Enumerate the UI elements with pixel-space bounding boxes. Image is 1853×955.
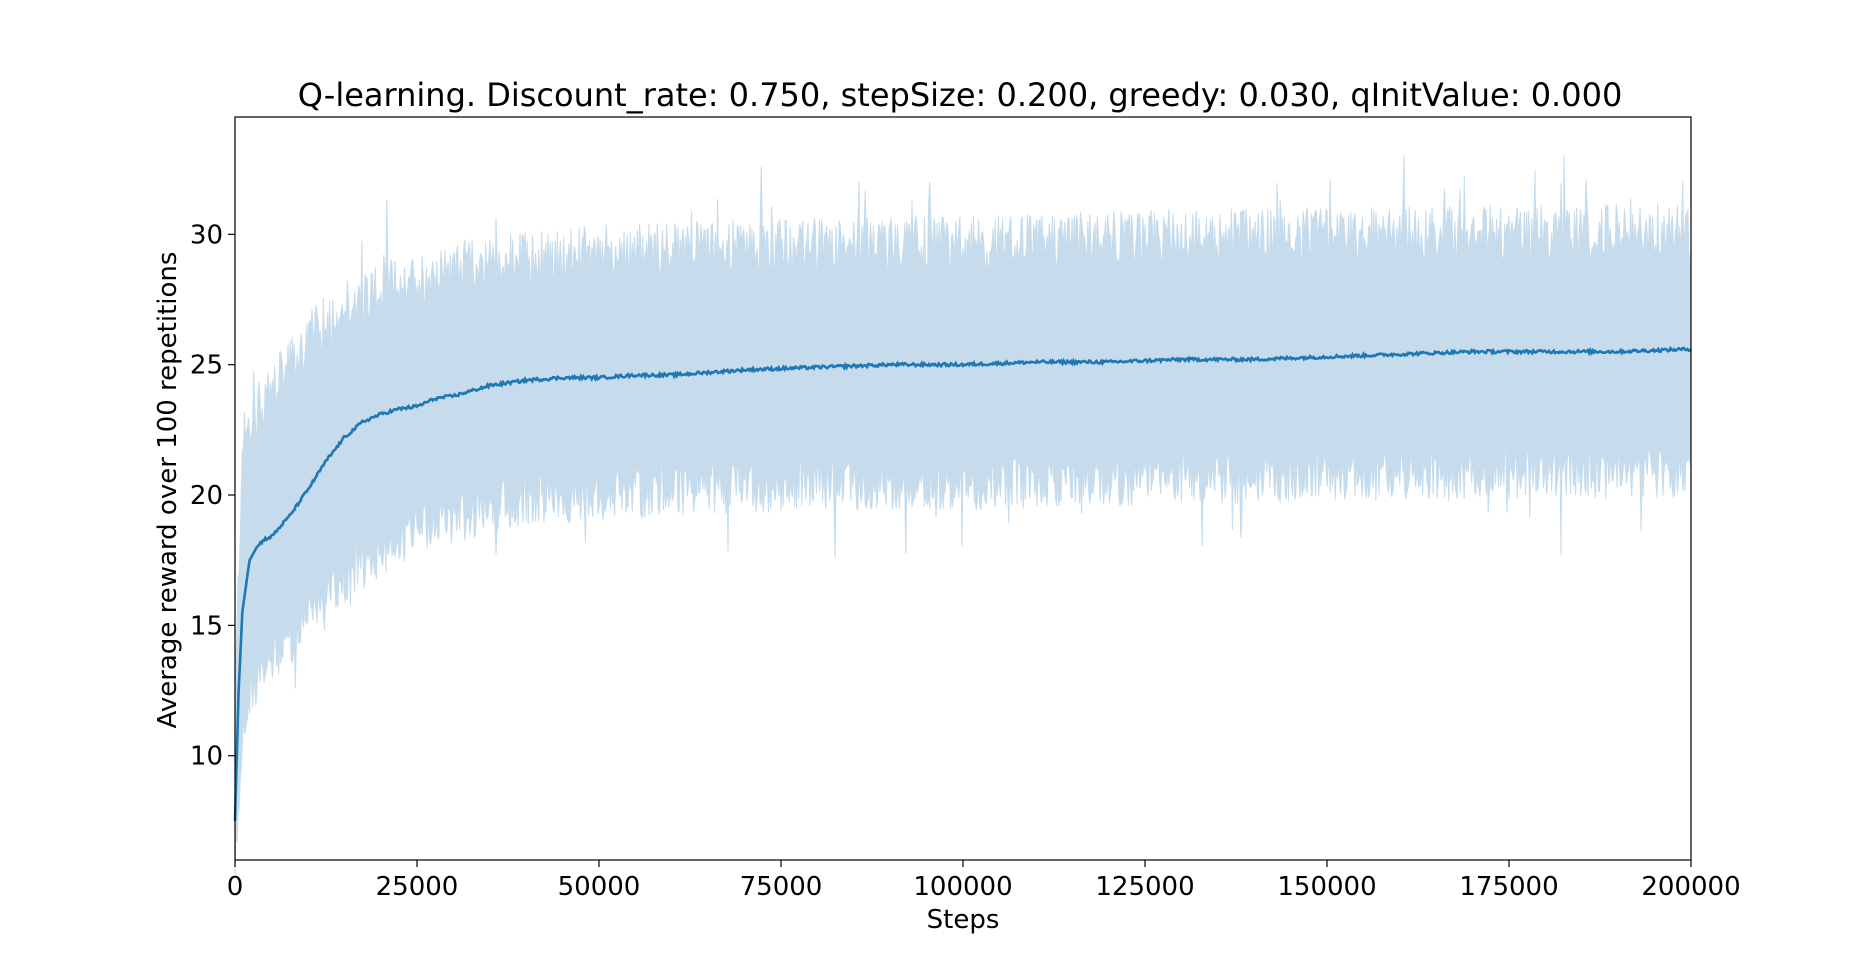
x-tick-label: 125000	[1095, 872, 1194, 902]
x-tick-label: 25000	[376, 872, 459, 902]
x-tick-label: 0	[227, 872, 244, 902]
x-tick-label: 175000	[1459, 872, 1558, 902]
std-band	[234, 154, 1692, 878]
x-tick-label: 100000	[913, 872, 1012, 902]
x-tick-label: 75000	[740, 872, 823, 902]
y-axis: 10 15 20 25 30	[190, 220, 235, 772]
y-tick-label: 30	[190, 220, 223, 250]
x-axis-label: Steps	[927, 905, 1000, 935]
x-axis: 0 25000 50000 75000 100000 125000 150000 175000…	[227, 860, 1741, 902]
x-tick-label: 200000	[1641, 872, 1740, 902]
y-axis-label: Average reward over 100 repetitions	[153, 252, 183, 729]
y-tick-label: 20	[190, 481, 223, 511]
y-tick-label: 15	[190, 611, 223, 641]
mean-reward-line	[233, 345, 1692, 821]
plot-area	[233, 154, 1692, 878]
chart-title: Q-learning. Discount_rate: 0.750, stepSi…	[298, 76, 1623, 114]
x-tick-label: 150000	[1277, 872, 1376, 902]
y-tick-label: 10	[190, 742, 223, 772]
x-tick-label: 50000	[558, 872, 641, 902]
y-tick-label: 25	[190, 351, 223, 381]
